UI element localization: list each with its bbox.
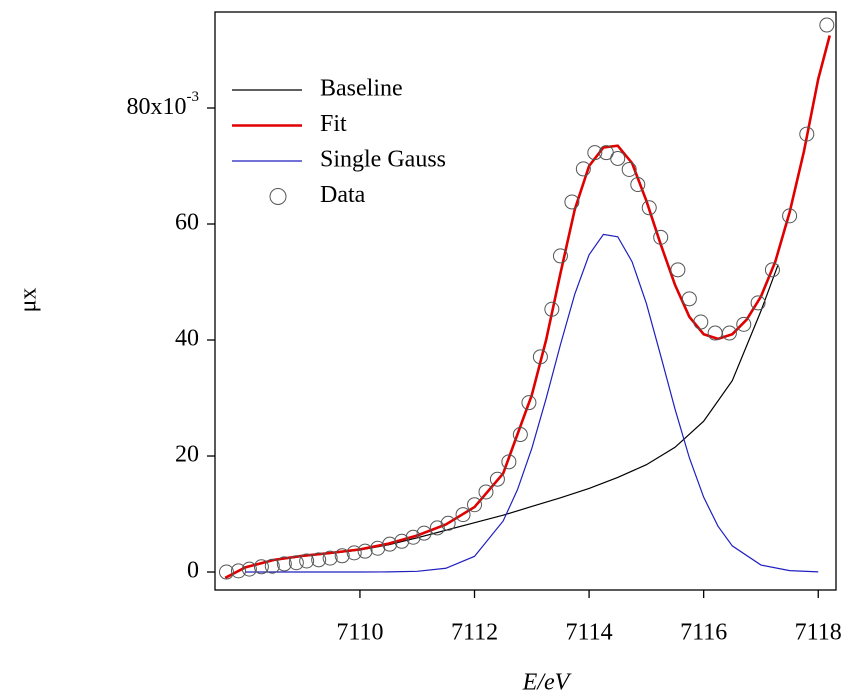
data-point: [241, 561, 257, 577]
data-point: [382, 536, 398, 552]
data-point: [322, 550, 338, 566]
data-point: [218, 564, 234, 580]
data-point: [467, 497, 483, 513]
data-point: [370, 540, 386, 556]
data-point: [478, 484, 494, 500]
data-point: [521, 395, 537, 411]
x-tick-label: 7110: [336, 620, 383, 646]
data-point: [532, 349, 548, 365]
legend-label: Single Gauss: [320, 147, 446, 173]
data-point: [750, 295, 766, 311]
series-line: [245, 233, 819, 573]
frame: [214, 11, 837, 591]
legend-label: Data: [320, 182, 366, 208]
data-point: [819, 17, 835, 33]
data-point: [501, 454, 517, 470]
data-point: [736, 316, 752, 332]
plot-area: [218, 17, 835, 580]
y-tick-label: 20: [175, 442, 199, 468]
data-point: [253, 559, 269, 575]
y-tick-label: 40: [175, 326, 199, 352]
data-point: [455, 507, 471, 523]
data-point: [552, 248, 568, 264]
data-point: [346, 545, 362, 561]
series-line: [225, 264, 779, 579]
legend-label: Fit: [320, 111, 347, 137]
data-point: [564, 194, 580, 210]
legend-label: Baseline: [320, 76, 403, 102]
data-point: [721, 325, 737, 341]
x-tick-label: 7114: [566, 620, 613, 646]
data-point: [276, 556, 292, 572]
y-tick-label-exponent: -3: [187, 89, 200, 105]
data-point: [610, 150, 626, 166]
data-point: [764, 262, 780, 278]
legend-marker: [269, 188, 287, 205]
y-tick-label: 0: [187, 558, 199, 584]
y-tick-label-base: 80x10: [127, 93, 187, 119]
data-point: [782, 208, 798, 224]
data-point: [544, 301, 560, 317]
data-point: [357, 543, 373, 559]
data-point: [489, 471, 505, 487]
data-point: [288, 555, 304, 571]
data-point: [416, 525, 432, 541]
data-point: [621, 161, 637, 177]
y-tick-label: 60: [175, 210, 199, 236]
data-point: [630, 177, 646, 193]
data-point: [681, 291, 697, 307]
data-point: [264, 558, 280, 574]
x-tick-label: 7118: [795, 620, 842, 646]
data-point: [653, 229, 669, 245]
data-point: [575, 161, 591, 177]
data-point: [641, 200, 657, 216]
y-tick-label: 80x10-3: [127, 89, 200, 119]
x-axis-label: E/eV: [522, 670, 572, 696]
data-point: [334, 548, 350, 564]
data-point: [394, 533, 410, 549]
data-point: [587, 145, 603, 161]
data-point: [429, 520, 445, 536]
series-line: [224, 35, 831, 579]
y-axis-label: μx: [16, 288, 42, 313]
data-point: [230, 563, 246, 579]
x-tick-label: 7112: [451, 620, 498, 646]
data-point: [405, 529, 421, 545]
data-point: [670, 262, 686, 278]
data-point: [693, 314, 709, 330]
data-point: [299, 553, 315, 569]
data-point: [311, 552, 327, 568]
data-point: [440, 515, 456, 531]
data-point: [512, 427, 528, 443]
x-tick-label: 7116: [680, 620, 727, 646]
data-point: [799, 126, 815, 142]
